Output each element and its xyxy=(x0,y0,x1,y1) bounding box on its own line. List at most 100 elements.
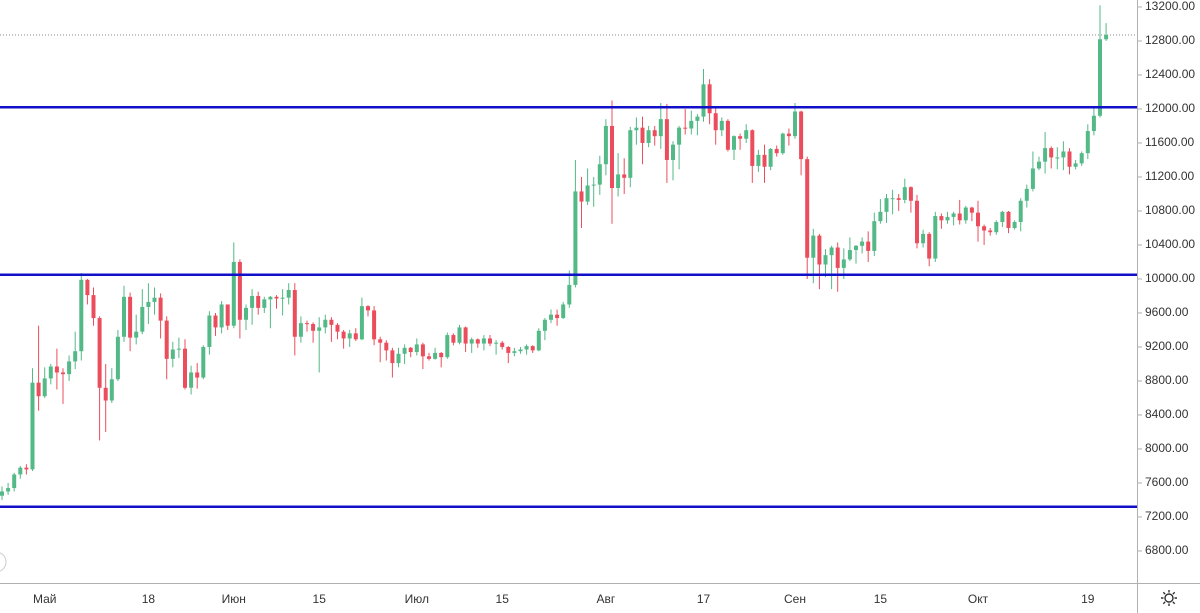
candle-body xyxy=(524,346,529,350)
candle-body xyxy=(335,324,340,332)
y-tick-label: 11200.00 xyxy=(1145,169,1194,183)
candle-body xyxy=(427,356,431,359)
candle-body xyxy=(518,349,523,352)
candle-body xyxy=(48,366,53,379)
candle-body xyxy=(1030,168,1035,189)
candle-body xyxy=(378,339,383,343)
candle-body xyxy=(896,198,901,200)
candle-body xyxy=(536,330,541,351)
candle-body xyxy=(512,351,517,353)
candle-body xyxy=(585,185,590,202)
candle-body xyxy=(433,352,438,359)
candle-body xyxy=(616,174,621,189)
candle-body xyxy=(597,164,602,185)
candle-body xyxy=(250,295,255,308)
x-tick-label: Июн xyxy=(222,592,246,606)
candle-body xyxy=(469,339,474,344)
candle-body xyxy=(24,467,29,470)
y-tick-label: 11600.00 xyxy=(1145,135,1194,149)
x-tick-label: 19 xyxy=(1081,592,1095,606)
candle-body xyxy=(872,221,877,251)
candle-body xyxy=(713,113,718,131)
x-tick-label: 18 xyxy=(142,592,156,606)
candle-body xyxy=(152,297,157,302)
candle-body xyxy=(744,130,749,139)
y-tick-label: 6800.00 xyxy=(1145,543,1189,557)
candle-body xyxy=(719,120,724,131)
y-tick-label: 8800.00 xyxy=(1145,373,1189,387)
candle-body xyxy=(567,284,572,305)
candle-body xyxy=(170,349,175,359)
candle-body xyxy=(488,338,492,344)
candle-body xyxy=(146,301,151,308)
candle-body xyxy=(988,230,993,233)
candle-body xyxy=(298,323,303,337)
candle-body xyxy=(622,174,627,178)
candle-body xyxy=(195,372,200,378)
candle-body xyxy=(695,116,700,121)
candle-body xyxy=(811,235,816,258)
candle-body xyxy=(890,198,895,200)
candle-body xyxy=(481,338,486,344)
x-tick-label: Авг xyxy=(597,592,616,606)
candle-body xyxy=(860,241,865,246)
candle-body xyxy=(12,474,17,489)
scroll-handle[interactable] xyxy=(0,552,7,572)
y-tick-label: 10400.00 xyxy=(1145,237,1195,251)
candle-body xyxy=(329,319,334,325)
candle-body xyxy=(878,211,883,222)
candle-body xyxy=(963,207,968,221)
candle-body xyxy=(786,133,791,137)
candle-body xyxy=(793,111,797,137)
candle-body xyxy=(128,296,133,338)
candle-body xyxy=(122,296,126,337)
candle-body xyxy=(1104,35,1109,40)
candle-body xyxy=(707,84,712,114)
candle-body xyxy=(799,111,804,160)
candle-body xyxy=(323,319,328,328)
candle-body xyxy=(372,310,377,340)
candle-body xyxy=(506,346,511,353)
candle-body xyxy=(189,372,194,388)
candle-body xyxy=(414,344,419,353)
candle-body xyxy=(750,130,755,166)
candle-body xyxy=(201,346,206,378)
candle-body xyxy=(341,331,346,339)
candle-body xyxy=(311,324,316,331)
candle-body xyxy=(390,350,395,364)
candle-body xyxy=(115,336,120,380)
y-tick-label: 8400.00 xyxy=(1145,407,1189,421)
candle-body xyxy=(768,148,773,167)
candle-body xyxy=(54,366,59,373)
y-tick-label: 12000.00 xyxy=(1145,101,1195,115)
candle-body xyxy=(664,119,669,160)
candle-body xyxy=(1037,161,1041,169)
candle-body xyxy=(359,306,364,340)
candle-body xyxy=(671,144,675,160)
candle-body xyxy=(829,247,834,256)
candle-body xyxy=(927,233,932,259)
y-tick-label: 12800.00 xyxy=(1145,33,1195,47)
candle-body xyxy=(847,250,852,260)
candle-body xyxy=(73,351,78,362)
y-tick-label: 9200.00 xyxy=(1145,339,1189,353)
candle-body xyxy=(976,212,980,227)
candle-body xyxy=(268,296,273,300)
candle-body xyxy=(579,191,584,202)
candle-body xyxy=(274,296,279,299)
candle-body xyxy=(225,304,230,326)
candle-body xyxy=(97,318,102,388)
candle-body xyxy=(183,348,187,388)
candle-body xyxy=(683,127,688,129)
settings-icon[interactable] xyxy=(1161,590,1177,606)
candle-body xyxy=(1067,151,1072,167)
candle-body xyxy=(384,342,389,351)
candle-body xyxy=(353,333,358,340)
candle-body xyxy=(213,315,218,328)
candle-body xyxy=(640,127,645,143)
candle-body xyxy=(0,491,4,496)
x-tick-label: Июл xyxy=(405,592,429,606)
candle-body xyxy=(555,314,560,319)
candle-body xyxy=(176,348,181,350)
